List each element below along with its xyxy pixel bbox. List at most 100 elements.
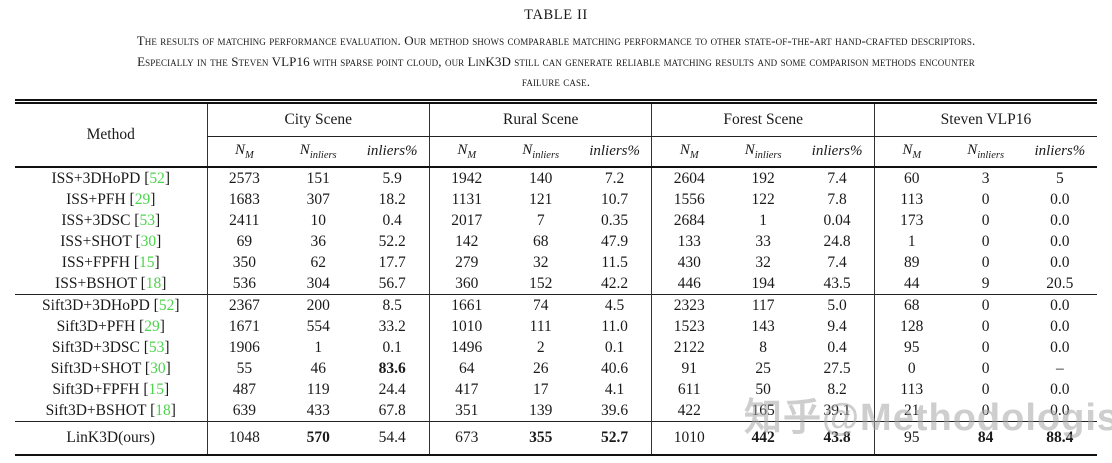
value-cell: 0.0 bbox=[1050, 339, 1070, 356]
citation-link[interactable]: 52 bbox=[149, 170, 165, 187]
value-cell: 43.5 bbox=[823, 275, 851, 292]
value-cell: 151 bbox=[306, 170, 330, 187]
value-cell: 95 bbox=[873, 337, 949, 358]
results-table: Method City Scene Rural Scene Forest Sce… bbox=[15, 99, 1097, 456]
citation-link[interactable]: 30 bbox=[150, 360, 166, 377]
value-cell: 1010 bbox=[428, 316, 504, 337]
col-group-rural: Rural Scene bbox=[428, 104, 652, 137]
value-cell: 133 bbox=[651, 231, 727, 252]
method-name: LinK3D(ours) bbox=[15, 421, 207, 454]
value-cell: 0.1 bbox=[382, 339, 402, 356]
table-subheader-row: NM Ninliers inliers% NM Ninliers inliers% NM Ni… bbox=[15, 136, 1097, 168]
value-cell: 1671 bbox=[206, 316, 282, 337]
value-cell: 1942 bbox=[428, 167, 504, 189]
value-cell: 24.8 bbox=[823, 233, 851, 250]
value-cell: 2017 bbox=[428, 210, 504, 231]
method-name: Sift3D+BSHOT [18] bbox=[45, 402, 176, 419]
citation-link[interactable]: 29 bbox=[134, 191, 151, 208]
value-cell: 446 bbox=[651, 273, 727, 295]
value-cell: 673 bbox=[428, 421, 504, 454]
value-cell: 611 bbox=[651, 379, 727, 400]
value-cell: 121 bbox=[529, 191, 553, 208]
value-cell: 54.4 bbox=[355, 421, 430, 454]
value-cell: 0.0 bbox=[1050, 381, 1070, 398]
value-cell: 0 bbox=[981, 191, 990, 208]
value-cell: – bbox=[1055, 360, 1064, 377]
value-cell: 0.04 bbox=[823, 212, 851, 229]
citation-link[interactable]: 18 bbox=[145, 275, 162, 292]
value-cell: 307 bbox=[306, 191, 330, 208]
citation-link[interactable]: 15 bbox=[148, 381, 165, 398]
subheader-cell: NM bbox=[206, 136, 282, 168]
value-cell: 68 bbox=[873, 294, 949, 316]
value-cell: 7.4 bbox=[827, 254, 847, 271]
value-cell: 165 bbox=[751, 402, 775, 419]
table-title: TABLE II bbox=[524, 7, 588, 23]
value-cell: 27.5 bbox=[823, 360, 851, 377]
value-cell: 117 bbox=[726, 294, 801, 316]
caption-line: The results of matching performance eval… bbox=[136, 33, 976, 48]
value-cell: 64 bbox=[428, 358, 504, 379]
citation-link[interactable]: 15 bbox=[139, 254, 155, 271]
value-cell: 350 bbox=[206, 252, 282, 273]
table-row: Sift3D+BSHOT [18] 639 433 67.8 351 139 39.6 422… bbox=[15, 400, 1097, 422]
value-cell: 7 bbox=[536, 212, 545, 229]
value-cell: 44 bbox=[873, 273, 949, 295]
value-cell: 42.2 bbox=[601, 275, 629, 292]
col-group-forest: Forest Scene bbox=[651, 104, 875, 137]
value-cell: 2604 bbox=[651, 167, 727, 189]
value-cell: 355 bbox=[503, 421, 578, 454]
table-body: ISS+3DHoPD [52] 2573 151 5.9 1942 140 7.2 2604 1… bbox=[15, 167, 1097, 454]
table-caption: TABLE II The results of matching perform… bbox=[0, 0, 1112, 93]
table-row: Sift3D+FPFH [15] 487 119 24.4 417 17 4.1 611 50 8… bbox=[15, 379, 1097, 400]
value-cell: 33 bbox=[755, 233, 771, 250]
citation-link[interactable]: 30 bbox=[140, 233, 157, 250]
value-cell: 200 bbox=[281, 294, 356, 316]
value-cell: 0 bbox=[981, 339, 990, 356]
value-cell: 304 bbox=[306, 275, 330, 292]
value-cell: 0.0 bbox=[1050, 402, 1070, 419]
value-cell: 62 bbox=[310, 254, 326, 271]
value-cell: 433 bbox=[306, 402, 330, 419]
citation-link[interactable]: 18 bbox=[155, 402, 171, 419]
value-cell: 0.1 bbox=[604, 339, 625, 356]
value-cell: 17 bbox=[532, 381, 549, 398]
table-row: ISS+SHOT [30] 69 36 52.2 142 68 47.9 133 33 24.8 1… bbox=[15, 231, 1097, 252]
value-cell: 1661 bbox=[428, 294, 504, 316]
value-cell: 60 bbox=[873, 167, 949, 189]
value-cell: 639 bbox=[206, 400, 282, 422]
value-cell: 32 bbox=[755, 254, 771, 271]
value-cell: 487 bbox=[206, 379, 282, 400]
value-cell: 119 bbox=[306, 381, 330, 398]
value-cell: 139 bbox=[529, 402, 553, 419]
value-cell: 0 bbox=[873, 358, 949, 379]
value-cell: 52.7 bbox=[577, 421, 652, 454]
citation-link[interactable]: 52 bbox=[158, 297, 175, 314]
value-cell: 4.1 bbox=[604, 381, 625, 398]
value-cell: 1048 bbox=[206, 421, 282, 454]
value-cell: 46 bbox=[310, 360, 326, 377]
value-cell: 1523 bbox=[651, 316, 727, 337]
value-cell: 113 bbox=[873, 379, 949, 400]
subheader-cell: inliers% bbox=[800, 136, 875, 168]
value-cell: 1 bbox=[314, 339, 323, 356]
value-cell: 0.35 bbox=[601, 212, 629, 229]
method-name: Sift3D+SHOT [30] bbox=[50, 360, 171, 377]
value-cell: 1556 bbox=[651, 189, 727, 210]
value-cell: 50 bbox=[755, 381, 771, 398]
value-cell: 11.5 bbox=[601, 254, 628, 271]
citation-link[interactable]: 53 bbox=[139, 212, 155, 229]
value-cell: 0.0 bbox=[1050, 191, 1070, 208]
citation-link[interactable]: 29 bbox=[144, 318, 160, 335]
value-cell: 2411 bbox=[206, 210, 282, 231]
value-cell: 68 bbox=[532, 233, 549, 250]
value-cell: 89 bbox=[873, 252, 949, 273]
value-cell: 442 bbox=[726, 421, 801, 454]
table-row: LinK3D(ours) 1048 570 54.4 673 355 52.7 1010 442… bbox=[15, 421, 1097, 454]
value-cell: 18.2 bbox=[378, 191, 406, 208]
value-cell: 351 bbox=[428, 400, 504, 422]
citation-link[interactable]: 53 bbox=[148, 339, 165, 356]
value-cell: 0 bbox=[981, 254, 990, 271]
subheader-cell: inliers% bbox=[355, 136, 430, 168]
value-cell: 192 bbox=[751, 170, 775, 187]
